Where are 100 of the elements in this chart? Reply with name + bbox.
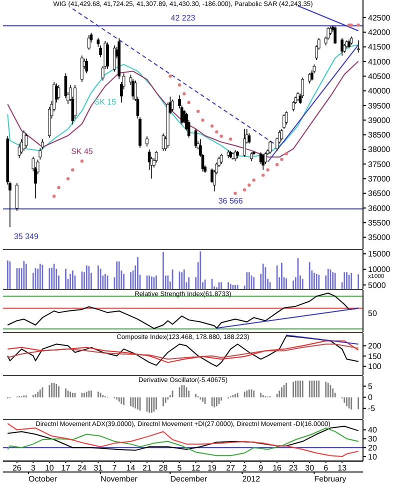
candlestick xyxy=(171,99,174,112)
x-tick-label: 3 xyxy=(30,464,36,473)
x-tick-label: 23 xyxy=(288,464,298,473)
point xyxy=(196,110,200,113)
y-tick-label: 37500 xyxy=(368,160,391,169)
y-tick-label: 35000 xyxy=(368,233,391,242)
point xyxy=(215,130,218,134)
y-tick-label: 41500 xyxy=(368,42,391,52)
x-tick-label: 10 xyxy=(45,464,54,473)
annotation: 35 349 xyxy=(14,232,39,242)
text: October xyxy=(28,474,58,484)
x-tick-label: 24 xyxy=(78,464,87,473)
point xyxy=(262,174,265,177)
y-tick-label: 42000 xyxy=(368,28,391,38)
y-tick-label: 39000 xyxy=(368,116,391,125)
y-tick-label: 100 xyxy=(368,362,382,372)
point xyxy=(52,194,56,198)
candlestick xyxy=(57,84,60,100)
x-tick-label: 13 xyxy=(338,464,348,473)
y-tick-label: 0 xyxy=(368,393,373,402)
y-tick-label: 150 xyxy=(368,352,382,361)
point xyxy=(57,186,60,190)
point xyxy=(220,134,223,138)
text: 50 xyxy=(368,308,377,318)
candlestick xyxy=(16,182,18,212)
candlestick xyxy=(248,132,251,144)
y-tick-label: -5 xyxy=(368,404,376,414)
y-tick-label: 41000 xyxy=(368,57,391,66)
y-tick-label: 40 xyxy=(368,426,378,435)
text: 2012 xyxy=(242,474,261,484)
y-tick-label: 39500 xyxy=(368,101,391,110)
candlestick xyxy=(284,110,288,125)
x-tick-label: 28 xyxy=(158,464,168,473)
line-series xyxy=(7,335,359,367)
point xyxy=(242,188,246,192)
text: February xyxy=(314,474,346,484)
candlestick xyxy=(308,72,311,84)
x-tick-label: 19 xyxy=(208,464,218,473)
candlestick xyxy=(280,128,284,142)
candlestick xyxy=(268,140,272,154)
x-tick-label: 16 xyxy=(272,464,282,473)
point xyxy=(66,177,70,180)
x-tick-label: 12 xyxy=(191,464,201,473)
candlestick xyxy=(262,153,265,170)
y-tick-label: 40500 xyxy=(368,72,391,82)
candlestick xyxy=(146,136,148,147)
x-tick-label: 31 xyxy=(94,464,104,473)
line-series xyxy=(7,426,359,451)
point xyxy=(356,23,360,27)
point xyxy=(168,74,172,78)
candlestick xyxy=(243,128,246,158)
y-tick-label: 38500 xyxy=(368,130,391,140)
point xyxy=(80,160,84,163)
x-tick-label: 2 xyxy=(242,464,248,473)
y-tick-label: 38000 xyxy=(368,145,391,154)
line-series xyxy=(7,344,359,360)
line-series xyxy=(7,340,359,363)
candlestick xyxy=(106,42,109,70)
candlestick xyxy=(88,34,90,50)
y-tick-label: 35500 xyxy=(368,218,391,228)
text: December xyxy=(170,474,208,484)
line-series xyxy=(7,423,359,458)
y-tick-label: 36500 xyxy=(368,189,391,198)
x-tick-label: 6 xyxy=(324,464,329,473)
point xyxy=(275,163,279,166)
point xyxy=(350,23,353,27)
y-tick-label: 10000 xyxy=(368,265,391,274)
point xyxy=(248,184,251,187)
y-tick-label: 5 xyxy=(368,382,373,392)
y-tick-label: 15000 xyxy=(368,250,391,259)
annotation: 36 566 xyxy=(218,196,244,206)
x-tick-label: 14 xyxy=(126,464,136,473)
point xyxy=(182,92,186,96)
candlestick xyxy=(24,132,28,148)
series-label: SK 15 xyxy=(94,97,117,106)
y-tick-label: 40000 xyxy=(368,86,391,96)
x-tick-label: 7 xyxy=(112,464,118,473)
point xyxy=(71,168,74,172)
point xyxy=(201,118,204,122)
series-label: SK 45 xyxy=(71,146,94,156)
candlestick xyxy=(220,153,223,164)
candlestick xyxy=(132,78,134,100)
ref-line-label: 42 223 xyxy=(170,14,196,23)
point xyxy=(266,168,270,172)
point xyxy=(210,124,214,128)
candlestick xyxy=(194,128,198,148)
y-tick-label: 30 xyxy=(368,434,378,444)
point xyxy=(234,192,237,195)
x-tick-label: 30 xyxy=(305,464,315,473)
point xyxy=(280,158,284,161)
x-tick-label: 17 xyxy=(61,464,71,473)
text: November xyxy=(100,474,138,484)
candlestick xyxy=(292,100,295,112)
y-tick-label: 37000 xyxy=(368,174,391,184)
point xyxy=(229,138,232,141)
point xyxy=(187,100,190,104)
y-tick-label: 42500 xyxy=(368,13,391,22)
x-tick-label: 9 xyxy=(258,464,264,473)
y-tick-label: 10 xyxy=(368,452,378,462)
y-tick-label: 200 xyxy=(368,342,382,351)
